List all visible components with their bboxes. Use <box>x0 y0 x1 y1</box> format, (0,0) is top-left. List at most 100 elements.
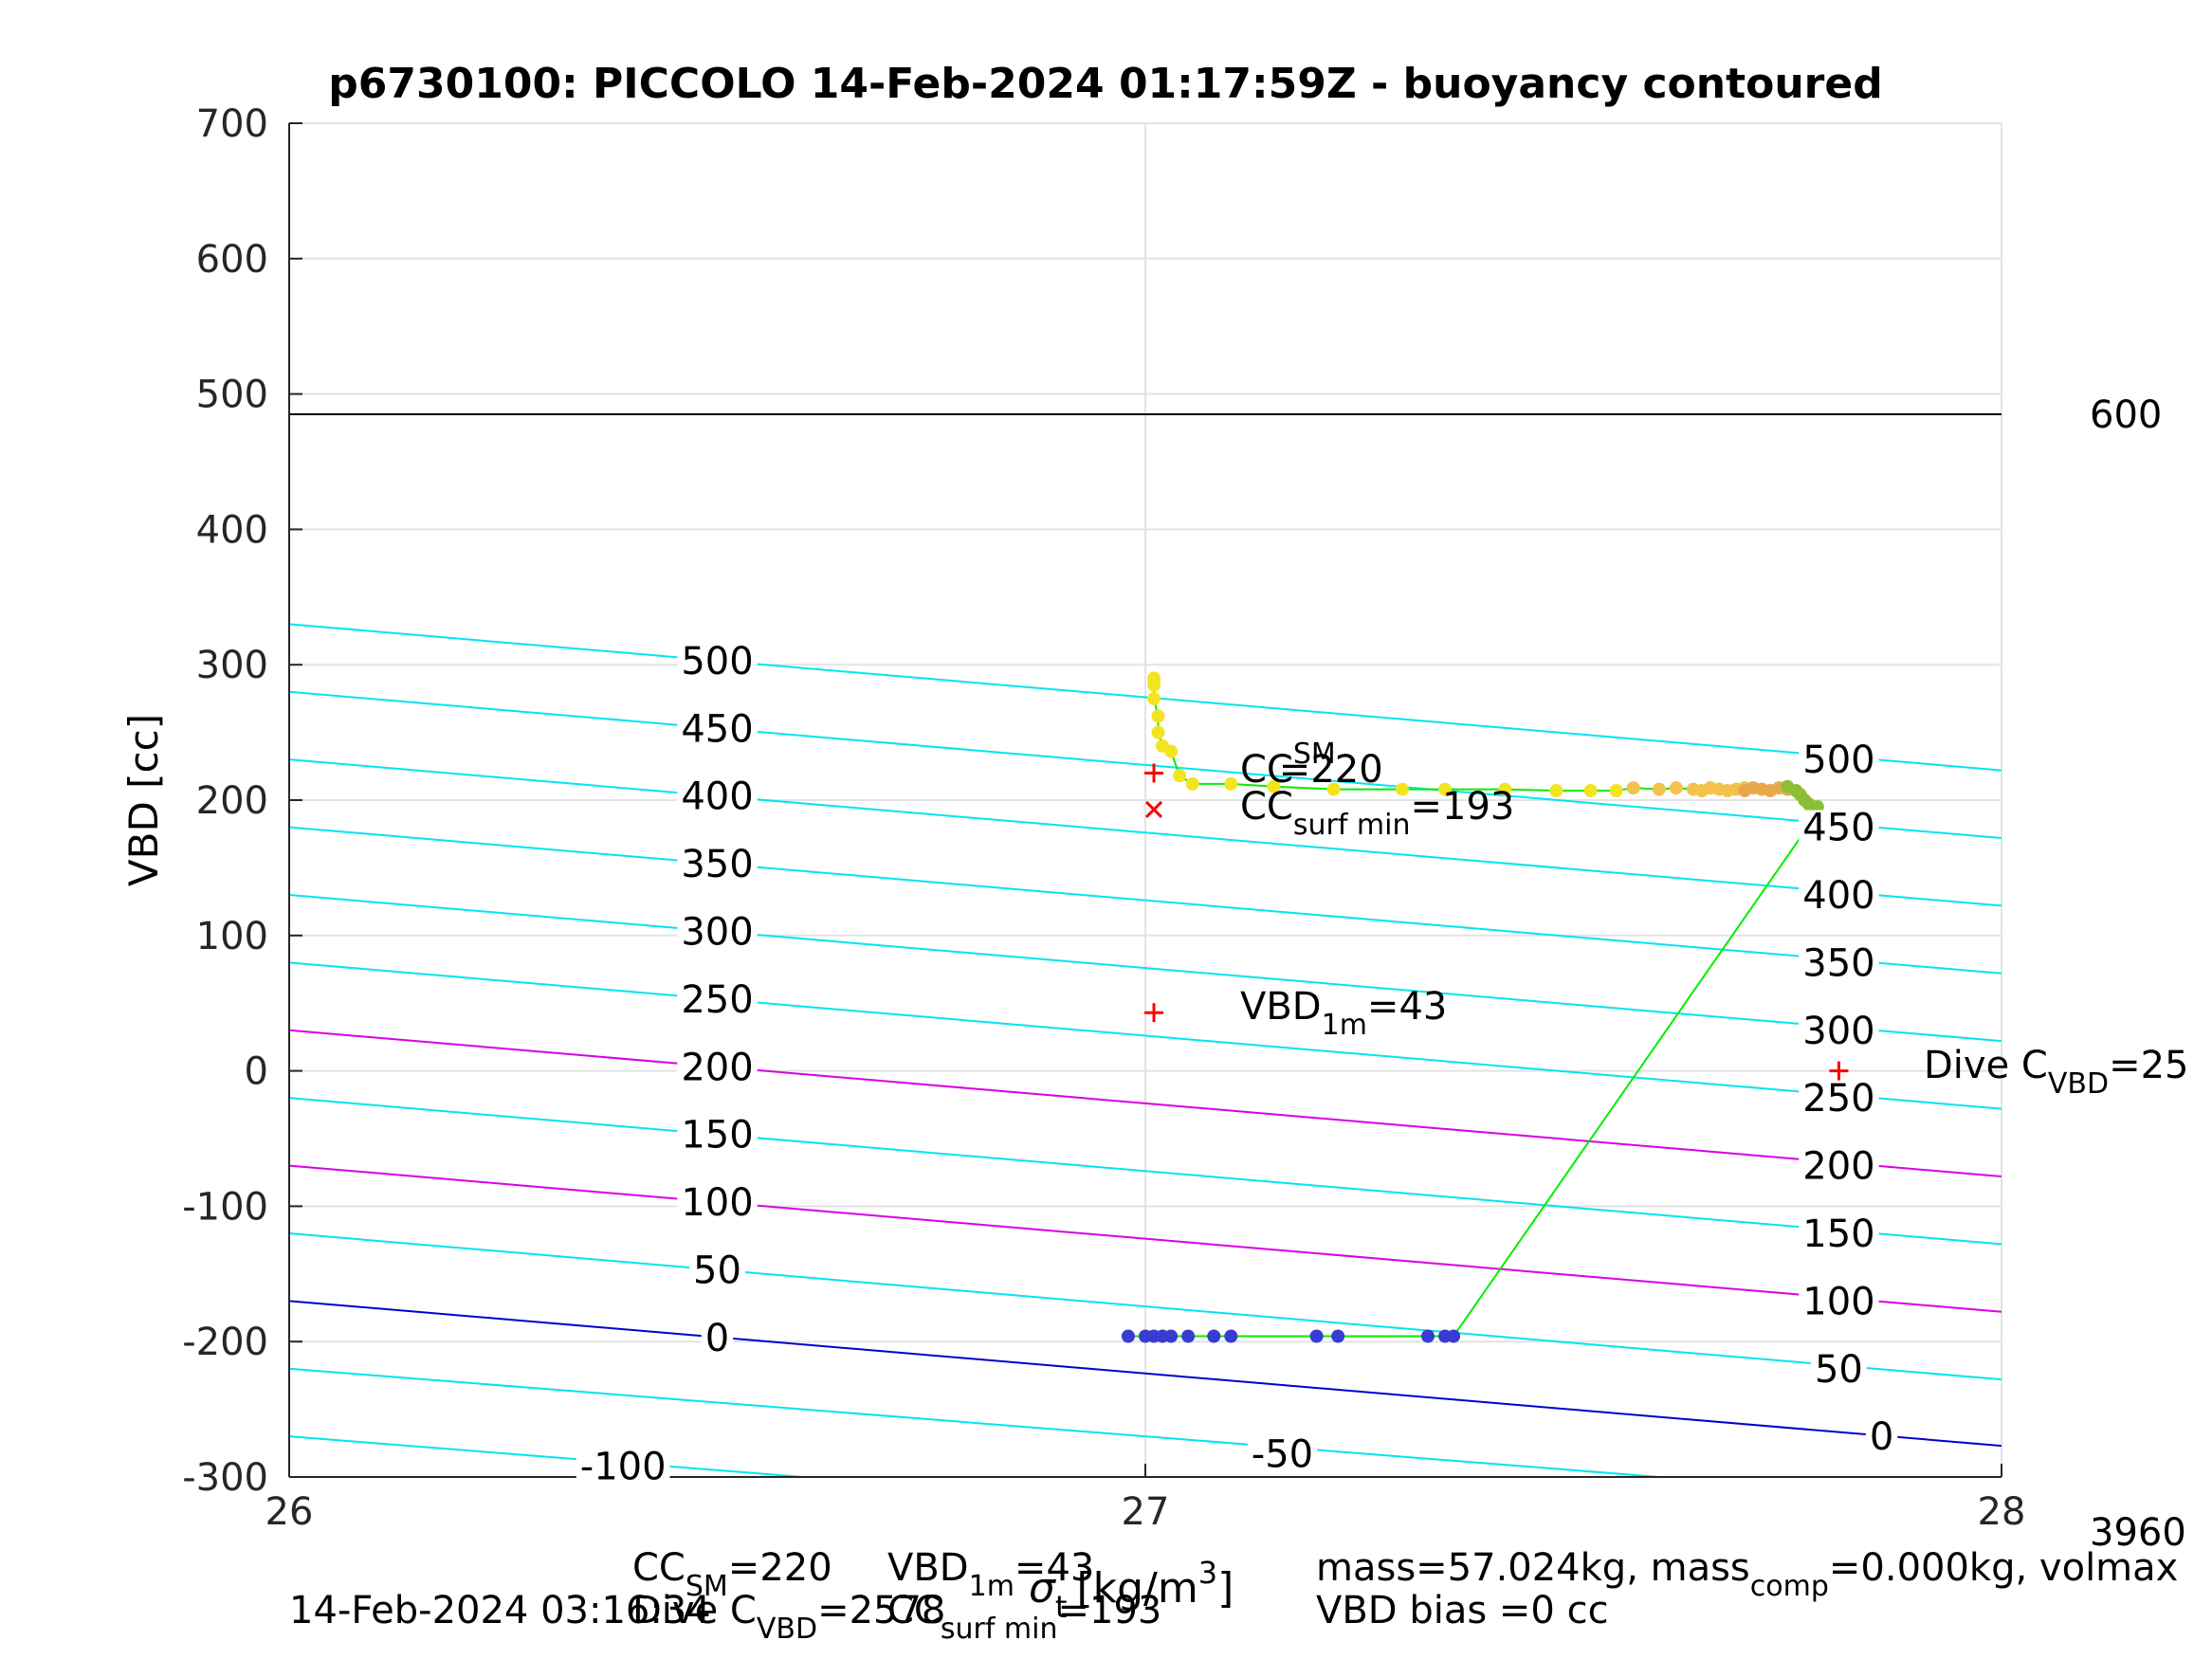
marker-1-b <box>1144 800 1163 819</box>
point-climb-11 <box>1326 782 1341 796</box>
point-dive-6 <box>1207 1329 1221 1343</box>
contour-label-right-8: 100 <box>1802 1280 1874 1323</box>
contour-line-500 <box>289 623 2002 772</box>
contour-label-left-6: 200 <box>681 1046 753 1089</box>
point-climb-17 <box>1609 784 1623 798</box>
contour-label-right-4: 300 <box>1802 1010 1874 1053</box>
footer-cc-val: =220 <box>728 1546 832 1590</box>
contour-line-0 <box>289 1300 2002 1448</box>
contour-label-left-8: 100 <box>681 1181 753 1225</box>
x-label-close: ] <box>1217 1564 1234 1613</box>
contour-line--100 <box>289 1435 815 1477</box>
contour-label-left-4: 300 <box>681 911 753 955</box>
point-dive-4 <box>1164 1329 1179 1343</box>
contour-label-right-2: 400 <box>1802 874 1874 918</box>
vbd-1m-sub: 1m <box>1322 1009 1367 1042</box>
point-climb-10 <box>1267 779 1281 793</box>
contour-label-bg-right-5 <box>1799 1081 1879 1116</box>
point-climb-7 <box>1173 769 1187 783</box>
x-label-sigma: σ <box>1029 1564 1056 1613</box>
y-axis-label: VBD [cc] <box>120 714 167 886</box>
marker-0 <box>1144 763 1164 783</box>
footer-vbd-val: =43 <box>1015 1546 1094 1590</box>
y-tick-label-4: 100 <box>196 915 268 958</box>
contour-label-bg-left-12 <box>1247 1436 1318 1471</box>
data-points <box>1121 671 1824 1343</box>
footer-cc2-sub: surf min <box>941 1613 1058 1646</box>
footer-cc-sub: SM <box>686 1570 728 1603</box>
footer-dive-sub: VBD <box>757 1613 817 1646</box>
point-climb-warm-1 <box>1652 782 1666 796</box>
point-dive-7 <box>1224 1329 1238 1343</box>
contour-label-bg-right-9 <box>1810 1351 1867 1386</box>
chart-title: p6730100: PICCOLO 14-Feb-2024 01:17:59Z … <box>328 60 1882 108</box>
marker-2 <box>1144 1003 1164 1023</box>
corner-label: 3960 <box>2090 1511 2186 1555</box>
y-tick-label-1: -200 <box>182 1321 268 1364</box>
y-tick-label-0: -300 <box>182 1456 268 1500</box>
contour-line-300 <box>289 893 2002 1043</box>
y-tick-label-10: 700 <box>196 102 268 146</box>
contour-label-bg-right-4 <box>1799 1012 1879 1048</box>
footer-mass-text: mass=57.024kg, mass <box>1316 1546 1750 1590</box>
point-dive-5 <box>1181 1329 1196 1343</box>
point-climb-1 <box>1147 678 1161 692</box>
buoyancy-contours <box>289 623 2002 1477</box>
x-tick-label-2: 28 <box>1978 1490 2026 1534</box>
y-tick-label-7: 400 <box>196 508 268 552</box>
annotation-dive-c-vbd: Dive CVBD=25 <box>1924 1044 2188 1101</box>
contour-label-bg-right-8 <box>1799 1284 1879 1319</box>
point-climb-12 <box>1395 782 1409 796</box>
vbd-1m-value: =43 <box>1367 985 1447 1029</box>
cc-surf-min-value: =193 <box>1411 785 1515 829</box>
contour-label-right-5: 250 <box>1802 1077 1874 1121</box>
contour-label-left-5: 250 <box>681 978 753 1022</box>
grid-lines <box>288 122 2002 1478</box>
contour-label-bg-left-11 <box>576 1449 670 1484</box>
cc-surf-min-base: CC <box>1240 785 1293 829</box>
point-climb-16 <box>1583 784 1598 798</box>
annotation-cc-surf-min: CCsurf min=193 <box>1240 785 1514 842</box>
contour-line-350 <box>289 826 2002 975</box>
footer-dive: Dive C <box>632 1589 757 1632</box>
contour-label-bg-left-5 <box>677 981 758 1016</box>
contour-label-right-9: 50 <box>1815 1348 1863 1392</box>
cc-sm-sup: SM <box>1293 738 1336 771</box>
point-dive-8 <box>1309 1329 1324 1343</box>
contour-label-left-9: 50 <box>693 1249 741 1293</box>
contour-label-bg-right-3 <box>1799 945 1879 980</box>
svg-text:CCSM=220: CCSM=220 <box>1240 738 1383 792</box>
point-climb-3 <box>1151 709 1165 723</box>
dive-c-vbd-sub: VBD <box>2048 1067 2109 1101</box>
contour-label-bg-left-7 <box>677 1117 758 1152</box>
point-climb-15 <box>1549 784 1563 798</box>
point-climb-warm-2 <box>1669 781 1683 795</box>
contour-label-bg-left-10 <box>701 1320 734 1355</box>
contour-label-right-3: 350 <box>1802 941 1874 985</box>
point-dive-0 <box>1121 1329 1135 1343</box>
contour-label-right-1: 450 <box>1802 807 1874 850</box>
x-tick-label-0: 26 <box>265 1490 314 1534</box>
contour-label-left-2: 400 <box>681 775 753 819</box>
point-climb-8 <box>1185 776 1199 791</box>
cc-sm-value: =220 <box>1279 748 1383 792</box>
dive-c-vbd-base: Dive C <box>1924 1044 2048 1087</box>
footer-cc: CC <box>632 1546 686 1590</box>
contour-line-50 <box>289 1231 2002 1381</box>
contour-line-100 <box>289 1164 2002 1313</box>
x-axis-label: σt [kg/m3] <box>1029 1555 1234 1625</box>
footer-timestamp: 14-Feb-2024 03:16:34 <box>289 1589 711 1632</box>
contour-label-bg-left-9 <box>689 1252 745 1287</box>
point-climb-warm-0 <box>1626 781 1640 795</box>
footer-vbd: VBD1m=43 <box>887 1546 1094 1603</box>
contour-line-450 <box>289 690 2002 839</box>
vbd-1m-base: VBD <box>1240 985 1322 1029</box>
footer-mass-rest: =0.000kg, volmax <box>1829 1546 2178 1590</box>
svg-text:VBD1m=43: VBD1m=43 <box>1240 985 1447 1042</box>
cc-surf-min-sub: surf min <box>1293 809 1411 842</box>
contour-label-bg-left-6 <box>677 1049 758 1085</box>
point-climb-13 <box>1438 782 1453 796</box>
marker-3 <box>1829 1061 1849 1081</box>
